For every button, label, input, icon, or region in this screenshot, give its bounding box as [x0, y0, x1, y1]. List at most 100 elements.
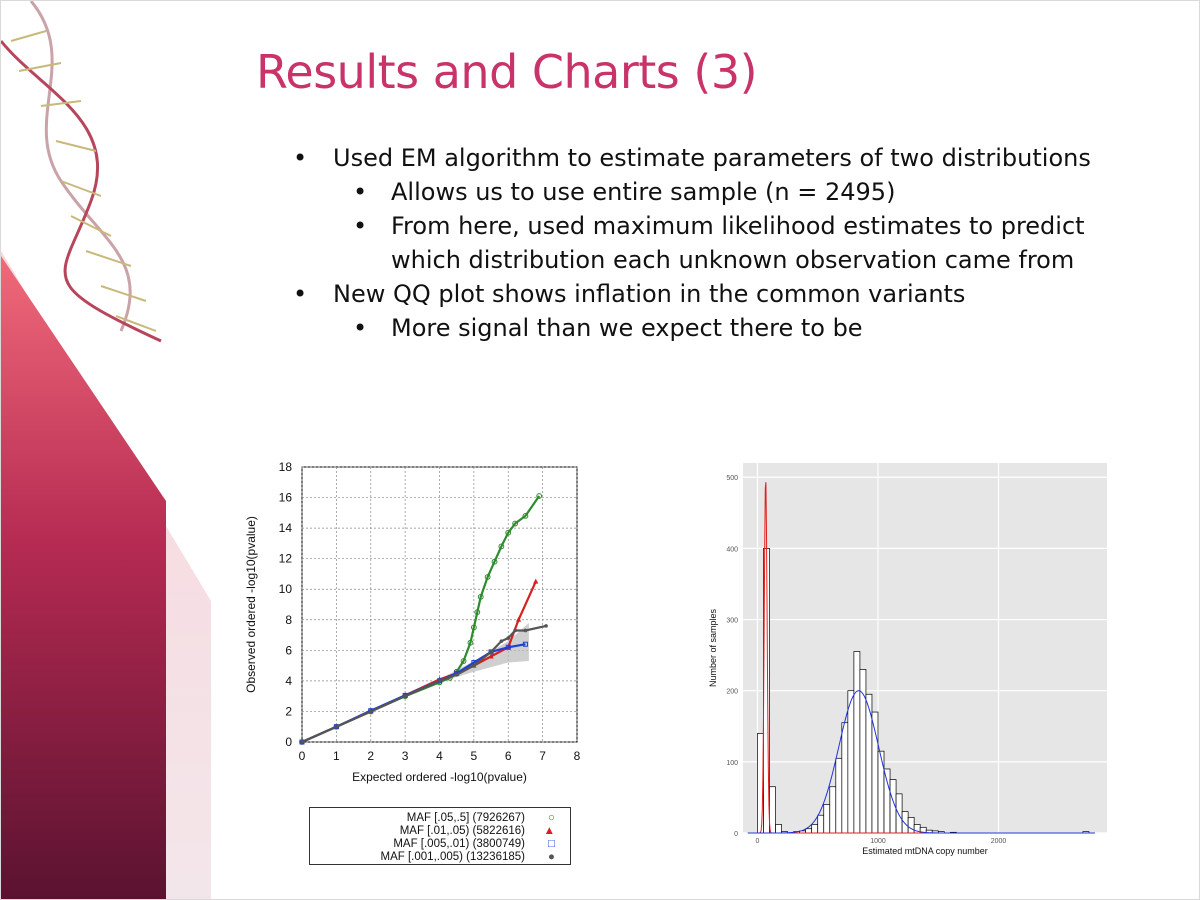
data-point — [467, 639, 474, 646]
sub-bullet-item: Allows us to use entire sample (n = 2495… — [293, 175, 1113, 209]
x-tick-label: 2000 — [991, 838, 1007, 845]
y-tick-label: 100 — [726, 760, 738, 767]
y-tick-label: 10 — [279, 582, 293, 596]
x-axis-label: Expected ordered -log10(pvalue) — [352, 770, 527, 784]
histogram-bar — [883, 768, 891, 834]
data-point — [470, 624, 477, 631]
data-point — [515, 616, 522, 622]
data-point — [368, 709, 373, 714]
x-tick-label: 1 — [333, 749, 340, 763]
y-tick-label: 16 — [279, 491, 293, 505]
y-tick-label: 500 — [726, 475, 738, 482]
dot-marker-icon: ● — [548, 851, 555, 863]
data-point — [472, 663, 476, 668]
histogram-bar — [823, 804, 831, 834]
data-point — [460, 658, 467, 664]
fitted-density-curve — [747, 690, 1095, 834]
y-axis-label: Observed ordered -log10(pvalue) — [244, 516, 258, 693]
qq-legend: MAF [.05,.5] (7926267) ○ MAF [.01,.05) (… — [309, 807, 571, 865]
histogram-bar — [847, 690, 855, 834]
bullet-item: New QQ plot shows inflation in the commo… — [293, 277, 1113, 311]
legend-entry: MAF [.05,.5] (7926267) ○ — [310, 812, 565, 825]
y-tick-label: 0 — [734, 831, 738, 838]
legend-label: MAF [.001,.005) (13236185) — [380, 851, 525, 863]
data-point — [513, 628, 517, 633]
data-point — [499, 639, 504, 643]
y-tick-label: 6 — [285, 643, 292, 657]
histogram-bar — [769, 786, 776, 834]
legend-entry: MAF [.005,.01) (3800749) □ — [310, 838, 565, 851]
data-point — [300, 740, 304, 744]
data-point — [522, 512, 529, 519]
bullet-item: Used EM algorithm to estimate parameters… — [293, 141, 1113, 175]
sub-bullet-item: More signal than we expect there to be — [293, 311, 1113, 345]
data-point — [334, 724, 339, 729]
data-point — [488, 649, 494, 655]
histogram-bar — [829, 786, 837, 834]
y-tick-label: 300 — [726, 618, 738, 625]
x-tick-label: 0 — [756, 838, 760, 845]
y-axis-label: Number of samples — [708, 608, 718, 687]
legend-label: MAF [.05,.5] (7926267) — [406, 812, 525, 824]
legend-entry: MAF [.001,.005) (13236185) ● — [310, 851, 565, 864]
data-point — [512, 520, 519, 527]
x-axis-label: Estimated mtDNA copy number — [862, 846, 988, 856]
x-tick-label: 0 — [299, 749, 306, 763]
data-point — [403, 694, 407, 698]
data-point — [505, 644, 511, 650]
x-tick-label: 6 — [505, 749, 512, 763]
data-point — [533, 578, 539, 584]
data-point — [505, 529, 512, 536]
x-tick-label: 1000 — [870, 838, 886, 845]
data-point — [454, 672, 459, 677]
histogram-bar — [877, 750, 885, 834]
slide-title: Results and Charts (3) — [256, 45, 758, 99]
data-point — [474, 609, 481, 616]
circle-marker-icon: ○ — [548, 812, 555, 824]
sub-bullet-item: From here, used maximum likelihood estim… — [293, 209, 1113, 277]
x-tick-label: 7 — [539, 749, 546, 763]
data-point — [522, 641, 528, 647]
y-tick-label: 0 — [285, 735, 292, 749]
data-point — [484, 574, 491, 580]
x-tick-label: 8 — [574, 749, 581, 763]
dna-decoration — [1, 1, 211, 899]
y-tick-label: 200 — [726, 689, 738, 696]
data-point — [489, 650, 493, 654]
x-tick-label: 5 — [471, 749, 478, 763]
histogram-bar — [835, 757, 843, 834]
y-tick-label: 18 — [279, 460, 293, 474]
y-tick-label: 4 — [285, 674, 292, 688]
y-tick-label: 400 — [726, 546, 738, 553]
x-tick-label: 3 — [402, 749, 409, 763]
data-point — [523, 628, 528, 633]
data-point — [488, 653, 494, 659]
histogram-bar — [841, 722, 849, 834]
data-point — [477, 593, 484, 600]
legend-label: MAF [.005,.01) (3800749) — [393, 838, 525, 850]
histogram-bar — [901, 811, 909, 834]
data-point — [536, 493, 543, 499]
bullet-list: Used EM algorithm to estimate parameters… — [293, 141, 1113, 345]
data-point — [544, 624, 548, 628]
histogram-bar — [853, 651, 861, 834]
histogram-bar — [817, 814, 825, 834]
data-point — [437, 679, 442, 683]
histogram-bar — [907, 816, 915, 834]
x-tick-label: 4 — [436, 749, 443, 763]
histogram-bar — [811, 824, 819, 834]
legend-entry: MAF [.01,.05) (5822616) ▲ — [310, 825, 565, 838]
square-marker-icon: □ — [548, 838, 555, 850]
plot-background — [743, 463, 1107, 833]
data-point — [491, 558, 498, 565]
y-tick-label: 14 — [279, 521, 293, 535]
data-point — [498, 543, 505, 550]
histogram-bar — [805, 828, 813, 834]
legend-label: MAF [.01,.05) (5822616) — [399, 825, 525, 837]
y-tick-label: 8 — [285, 613, 292, 627]
histogram-bar — [775, 824, 782, 834]
y-tick-label: 12 — [279, 552, 293, 566]
